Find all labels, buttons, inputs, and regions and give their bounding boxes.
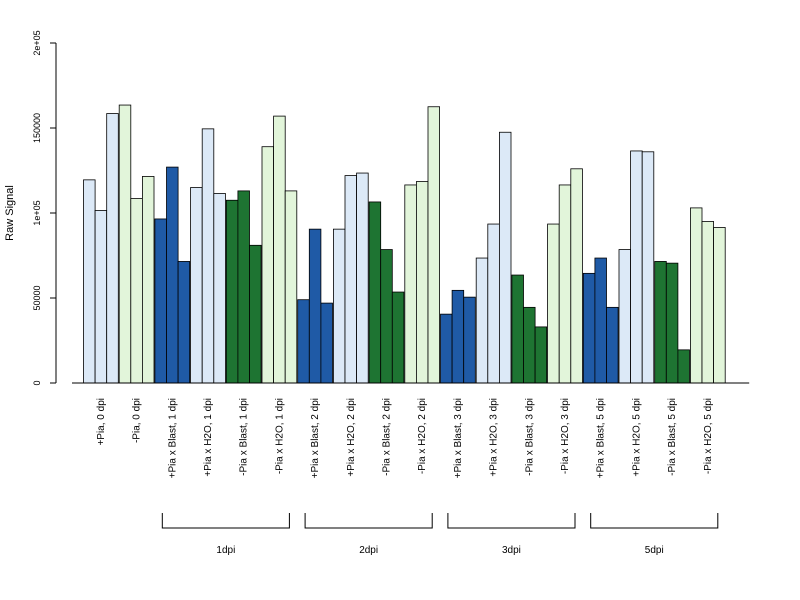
bar bbox=[511, 274, 524, 384]
bar bbox=[237, 190, 250, 384]
bar bbox=[558, 184, 572, 384]
category-label: +Pia x H2O, 1 dpi bbox=[203, 398, 214, 477]
bar bbox=[320, 302, 333, 384]
group-bracket bbox=[304, 513, 433, 529]
bar bbox=[690, 207, 703, 384]
bar bbox=[415, 181, 429, 384]
category-label: +Pia x Blast, 3 dpi bbox=[453, 398, 464, 478]
bar bbox=[487, 223, 500, 384]
bar bbox=[201, 128, 215, 384]
bar bbox=[654, 261, 667, 384]
bar bbox=[94, 210, 108, 384]
group-brackets: 1dpi 2dpi 3dpi 5dpi bbox=[161, 513, 719, 556]
bar bbox=[273, 115, 286, 384]
bar bbox=[118, 104, 132, 384]
group-label: 2dpi bbox=[359, 545, 378, 556]
group-label: 3dpi bbox=[502, 545, 521, 556]
category-label: +Pia x Blast, 5 dpi bbox=[596, 398, 607, 478]
y-tick-label: 2e+05 bbox=[32, 30, 42, 55]
bar bbox=[213, 193, 226, 384]
category-label: +Pia x H2O, 3 dpi bbox=[489, 398, 500, 477]
bar bbox=[83, 179, 96, 384]
category-label: +Pia x Blast, 1 dpi bbox=[167, 398, 178, 478]
bars bbox=[83, 104, 726, 384]
bar bbox=[225, 199, 239, 384]
bar bbox=[713, 227, 726, 384]
category-label: -Pia x H2O, 1 dpi bbox=[274, 398, 285, 474]
bar bbox=[641, 151, 655, 384]
bar bbox=[630, 150, 643, 384]
category-label: +Pia, 0 dpi bbox=[96, 398, 107, 446]
y-ticks: 0 50000 1e+05 150000 2e+05 bbox=[32, 30, 56, 386]
bar bbox=[475, 257, 489, 384]
bar bbox=[606, 306, 619, 384]
bar bbox=[249, 244, 262, 384]
bar bbox=[570, 168, 583, 384]
bar bbox=[582, 272, 596, 384]
bar bbox=[498, 131, 512, 384]
y-tick-label: 1e+05 bbox=[32, 200, 42, 225]
bar bbox=[547, 223, 560, 384]
y-tick-label: 0 bbox=[32, 380, 42, 385]
bar bbox=[677, 349, 690, 384]
group-bracket bbox=[590, 513, 719, 529]
bar bbox=[106, 113, 119, 384]
category-label: -Pia x Blast, 1 dpi bbox=[239, 398, 250, 476]
y-axis-title: Raw Signal bbox=[4, 185, 16, 241]
bar bbox=[284, 190, 298, 384]
bar bbox=[368, 201, 382, 384]
bar bbox=[177, 261, 191, 384]
category-label: -Pia x Blast, 5 dpi bbox=[667, 398, 678, 476]
bar bbox=[141, 176, 155, 384]
bar bbox=[130, 198, 143, 384]
bar bbox=[427, 106, 441, 384]
bar bbox=[523, 306, 536, 384]
bar bbox=[166, 166, 179, 384]
bar bbox=[344, 175, 358, 384]
category-label: -Pia x H2O, 2 dpi bbox=[417, 398, 428, 474]
bar bbox=[190, 187, 203, 384]
bar bbox=[356, 172, 369, 384]
bar bbox=[618, 249, 632, 384]
y-tick-label: 50000 bbox=[32, 285, 42, 310]
bar bbox=[332, 228, 346, 384]
category-label: +Pia x Blast, 2 dpi bbox=[310, 398, 321, 478]
group-bracket bbox=[447, 513, 576, 529]
bar bbox=[534, 326, 548, 384]
bar bbox=[391, 291, 405, 384]
group-label: 5dpi bbox=[645, 545, 664, 556]
bar bbox=[154, 218, 167, 384]
category-label: -Pia x H2O, 3 dpi bbox=[560, 398, 571, 474]
bar bbox=[594, 257, 607, 384]
y-tick-label: 150000 bbox=[32, 113, 42, 143]
plot-area bbox=[72, 104, 750, 384]
bar bbox=[701, 221, 715, 384]
bar bbox=[261, 146, 275, 384]
bar bbox=[308, 228, 322, 384]
bar bbox=[451, 289, 465, 384]
bar bbox=[297, 299, 310, 384]
bar bbox=[404, 184, 417, 384]
bar bbox=[440, 313, 453, 384]
bar bbox=[380, 249, 393, 384]
group-bracket bbox=[161, 513, 290, 529]
category-label: -Pia, 0 dpi bbox=[132, 398, 143, 443]
category-label: -Pia x Blast, 2 dpi bbox=[382, 398, 393, 476]
category-labels: +Pia, 0 dpi -Pia, 0 dpi +Pia x Blast, 1 dp… bbox=[96, 398, 714, 478]
category-label: -Pia x Blast, 3 dpi bbox=[524, 398, 535, 476]
bar bbox=[463, 296, 476, 384]
category-label: -Pia x H2O, 5 dpi bbox=[703, 398, 714, 474]
bar bbox=[665, 262, 679, 384]
category-label: +Pia x H2O, 2 dpi bbox=[346, 398, 357, 477]
category-label: +Pia x H2O, 5 dpi bbox=[631, 398, 642, 477]
y-axis: 0 50000 1e+05 150000 2e+05 bbox=[32, 30, 57, 386]
group-label: 1dpi bbox=[216, 545, 235, 556]
